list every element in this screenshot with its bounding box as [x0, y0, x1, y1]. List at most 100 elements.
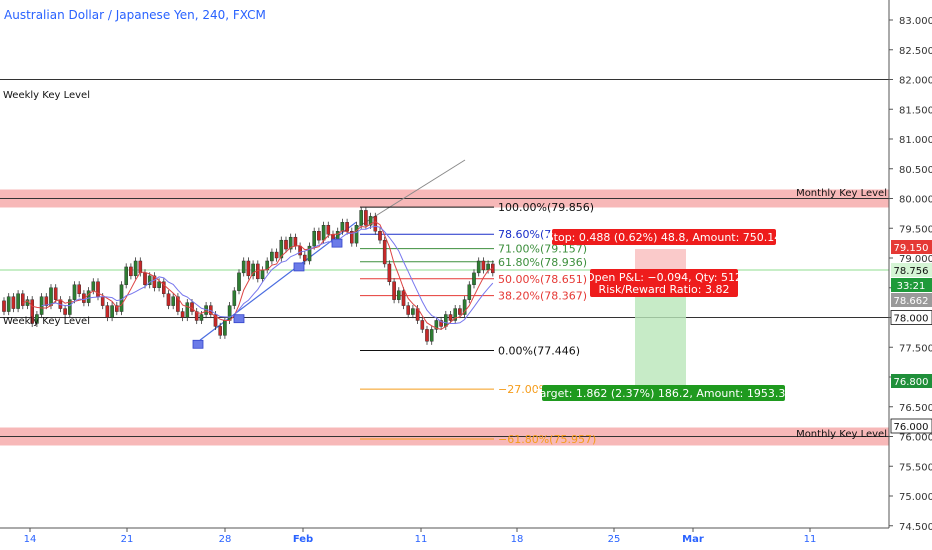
- moving-average-fast: [22, 221, 494, 330]
- price-label-text: 79.150: [894, 243, 929, 254]
- candle: [448, 314, 453, 321]
- candle: [293, 236, 298, 247]
- chart-title: Australian Dollar / Japanese Yen, 240, F…: [4, 8, 266, 22]
- price-label-box: [891, 263, 932, 277]
- candle: [392, 281, 396, 300]
- y-tick-label: 77.500: [899, 343, 932, 354]
- price-label-box: [890, 310, 932, 325]
- candle: [30, 299, 35, 324]
- candle: [16, 293, 20, 309]
- candle: [486, 263, 490, 271]
- candle: [288, 236, 293, 250]
- y-tick-label: 76.500: [899, 403, 932, 414]
- signal-marker: [233, 314, 245, 324]
- y-tick-label: 75.500: [899, 462, 932, 473]
- price-label-text: 78.662: [894, 296, 929, 307]
- candle: [100, 296, 105, 306]
- candle: [232, 290, 237, 306]
- candle: [444, 314, 448, 327]
- pnl-label-text: Open P&L: −0.094, Qty: 512: [586, 271, 742, 284]
- candle: [382, 239, 387, 265]
- y-tick-label: 80.000: [899, 195, 932, 206]
- price-label-text: 78.756: [894, 266, 929, 277]
- x-tick-label: 28: [219, 534, 232, 545]
- candle: [157, 281, 161, 288]
- candle: [171, 296, 176, 306]
- price-label-box: [891, 278, 932, 292]
- candle: [284, 239, 288, 250]
- candle: [274, 251, 279, 259]
- candle: [86, 290, 91, 303]
- candle: [67, 299, 72, 315]
- signal-marker: [331, 238, 343, 248]
- pnl-label-bg: [590, 269, 738, 297]
- candle: [458, 308, 462, 315]
- fib-label: 61.80%(78.936): [498, 256, 587, 269]
- candle: [237, 272, 241, 291]
- price-label-text: 76.800: [894, 377, 929, 388]
- candle: [453, 308, 458, 321]
- candle: [161, 281, 166, 294]
- candle: [63, 308, 67, 315]
- candle: [364, 210, 368, 226]
- price-label-box: [890, 418, 932, 434]
- candle: [429, 329, 434, 342]
- fib-label: 50.00%(78.651): [498, 273, 587, 286]
- candle: [190, 302, 194, 312]
- candle: [298, 245, 302, 256]
- candle: [425, 329, 429, 342]
- y-tick-label: 83.000: [899, 16, 932, 27]
- fib-label: 71.00%(79.157): [498, 243, 587, 256]
- candle: [350, 231, 354, 244]
- price-label: [891, 240, 932, 254]
- candle: [147, 275, 152, 285]
- stop-label-text: Stop: 0.488 (0.62%) 48.8, Amount: 750.14: [547, 231, 782, 244]
- candle: [359, 210, 364, 226]
- x-tick-label: Mar: [682, 534, 704, 545]
- candle: [326, 225, 331, 235]
- candle: [110, 305, 114, 318]
- candle: [340, 222, 345, 232]
- candle: [401, 290, 406, 306]
- price-label: [891, 278, 932, 292]
- price-label: [891, 374, 932, 388]
- candle: [82, 293, 86, 303]
- y-tick-label: 79.000: [899, 254, 932, 265]
- candle: [307, 245, 312, 262]
- key-level-label: Weekly Key Level: [3, 316, 90, 327]
- candle: [223, 320, 227, 336]
- price-label: [891, 263, 932, 277]
- fib-label: 78.60%(79: [498, 228, 558, 241]
- candle: [129, 266, 133, 277]
- candle: [53, 287, 58, 300]
- candle: [420, 320, 425, 330]
- candle: [72, 284, 77, 300]
- candle: [241, 260, 246, 274]
- y-tick-label: 79.500: [899, 224, 932, 235]
- candle: [260, 269, 265, 280]
- key-level-label: Monthly Key Level: [796, 188, 887, 199]
- candle: [44, 296, 49, 306]
- candle: [185, 302, 190, 318]
- price-label-box: [891, 374, 932, 388]
- candle: [2, 300, 6, 312]
- stop-label-bg: [552, 229, 776, 245]
- target-label: Target: 1.862 (2.37%) 186.2, Amount: 195…: [534, 385, 792, 401]
- price-label-box: [891, 240, 932, 254]
- candle: [213, 314, 218, 327]
- fib-label: 38.20%(78.367): [498, 290, 587, 303]
- candle: [312, 231, 317, 247]
- candle: [166, 293, 171, 306]
- price-label: [890, 310, 932, 325]
- candle: [133, 260, 138, 277]
- y-tick-label: 74.500: [899, 522, 932, 533]
- stop-label: Stop: 0.488 (0.62%) 48.8, Amount: 750.14: [547, 229, 782, 245]
- signal-marker: [293, 262, 305, 272]
- candle: [35, 314, 39, 324]
- candle: [124, 266, 128, 285]
- candle: [476, 260, 481, 274]
- candle: [6, 296, 11, 312]
- candle: [368, 216, 373, 226]
